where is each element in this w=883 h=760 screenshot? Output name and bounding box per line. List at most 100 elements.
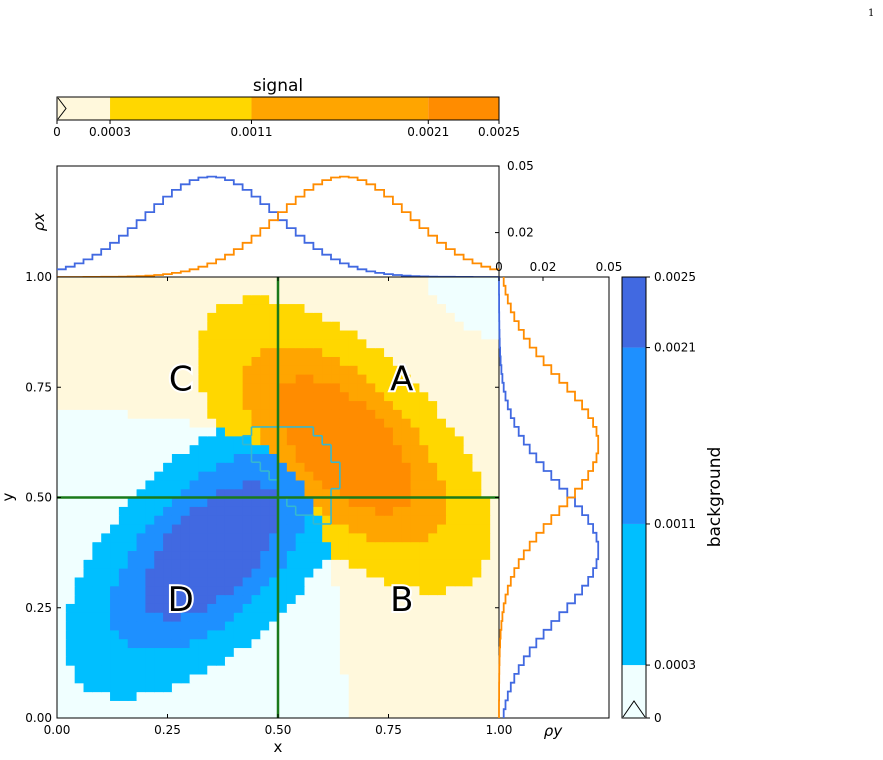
heatmap-cell	[313, 303, 323, 313]
heatmap-cell	[286, 285, 297, 296]
heatmap-cell	[189, 409, 200, 419]
heatmap-cell	[392, 523, 403, 534]
heatmap-cell	[366, 656, 376, 666]
heatmap-cell	[216, 585, 226, 596]
heatmap-cell	[339, 277, 350, 287]
heatmap-cell	[251, 285, 261, 296]
heatmap-cell	[251, 382, 261, 393]
heatmap-cell	[198, 409, 208, 419]
heatmap-cell	[207, 285, 217, 296]
heatmap-cell	[392, 435, 403, 446]
heatmap-cell	[472, 576, 482, 587]
heatmap-cell	[428, 426, 438, 437]
heatmap-cell	[110, 594, 120, 604]
heatmap-cell	[401, 559, 412, 569]
heatmap-cell	[410, 312, 421, 322]
y-marginal-tick-label: 0.02	[530, 260, 557, 274]
heatmap-cell	[127, 559, 138, 569]
heatmap-cell	[110, 277, 120, 287]
heatmap-cell	[445, 479, 456, 490]
heatmap-cell	[419, 418, 429, 428]
heatmap-cell	[375, 682, 385, 693]
heatmap-cell	[136, 612, 146, 622]
heatmap-cell	[189, 453, 200, 463]
heatmap-cell	[269, 382, 279, 393]
heatmap-cell	[163, 488, 173, 499]
heatmap-cell	[463, 329, 474, 340]
heatmap-cell	[410, 391, 421, 402]
heatmap-cell	[171, 559, 182, 569]
heatmap-cell	[481, 479, 491, 490]
heatmap-cell	[251, 638, 261, 649]
heatmap-cell	[180, 409, 191, 419]
heatmap-cell	[216, 620, 226, 631]
heatmap-cell	[410, 409, 421, 419]
heatmap-cell	[375, 541, 385, 552]
heatmap-cell	[92, 338, 102, 349]
heatmap-cell	[233, 506, 244, 516]
heatmap-cell	[437, 506, 447, 516]
heatmap-cell	[375, 559, 385, 569]
heatmap-cell	[339, 576, 350, 587]
heatmap-cell	[366, 277, 376, 287]
heatmap-cell	[304, 418, 314, 428]
heatmap-cell	[110, 365, 120, 375]
heatmap-cell	[65, 277, 76, 287]
heatmap-cell	[92, 444, 102, 454]
heatmap-cell	[118, 391, 129, 402]
heatmap-cell	[286, 709, 297, 718]
heatmap-cell	[463, 550, 474, 560]
heatmap-cell	[278, 673, 288, 684]
heatmap-cell	[490, 356, 499, 366]
heatmap-cell	[278, 506, 288, 516]
heatmap-cell	[384, 374, 394, 384]
heatmap-cell	[260, 471, 270, 481]
heatmap-cell	[101, 338, 111, 349]
heatmap-cell	[260, 277, 270, 287]
heatmap-cell	[357, 568, 367, 578]
heatmap-cell	[74, 356, 85, 366]
heatmap-cell	[207, 374, 217, 384]
heatmap-cell	[339, 338, 350, 349]
heatmap-cell	[472, 400, 482, 410]
heatmap-cell	[410, 638, 421, 649]
heatmap-cell	[454, 576, 465, 587]
heatmap-cell	[339, 682, 350, 693]
heatmap-cell	[348, 285, 359, 296]
heatmap-cell	[242, 541, 253, 552]
y-tick-label: 0.00	[25, 711, 52, 725]
heatmap-cell	[348, 576, 359, 587]
heatmap-cell	[454, 365, 465, 375]
heatmap-cell	[251, 550, 261, 560]
heatmap-cell	[180, 550, 191, 560]
x-tick-label: 0.50	[265, 723, 292, 737]
heatmap-cell	[251, 479, 261, 490]
heatmap-cell	[224, 541, 235, 552]
heatmap-cell	[269, 576, 279, 587]
heatmap-cell	[481, 656, 491, 666]
heatmap-cell	[242, 488, 253, 499]
heatmap-cell	[313, 682, 323, 693]
heatmap-cell	[295, 391, 306, 402]
heatmap-cell	[295, 550, 306, 560]
heatmap-cell	[392, 365, 403, 375]
heatmap-cell	[136, 382, 146, 393]
heatmap-cell	[189, 559, 200, 569]
heatmap-cell	[481, 673, 491, 684]
heatmap-cell	[260, 603, 270, 613]
heatmap-cell	[472, 620, 482, 631]
heatmap-cell	[101, 356, 111, 366]
heatmap-cell	[357, 321, 367, 331]
heatmap-cell	[437, 532, 447, 543]
heatmap-cell	[428, 656, 438, 666]
heatmap-cell	[357, 550, 367, 560]
heatmap-cell	[74, 488, 85, 499]
heatmap-cell	[366, 700, 376, 710]
heatmap-cell	[454, 620, 465, 631]
heatmap-cell	[286, 497, 297, 507]
heatmap-cell	[472, 665, 482, 675]
heatmap-cell	[454, 603, 465, 613]
heatmap-cell	[401, 673, 412, 684]
heatmap-cell	[295, 365, 306, 375]
heatmap-cell	[83, 506, 93, 516]
